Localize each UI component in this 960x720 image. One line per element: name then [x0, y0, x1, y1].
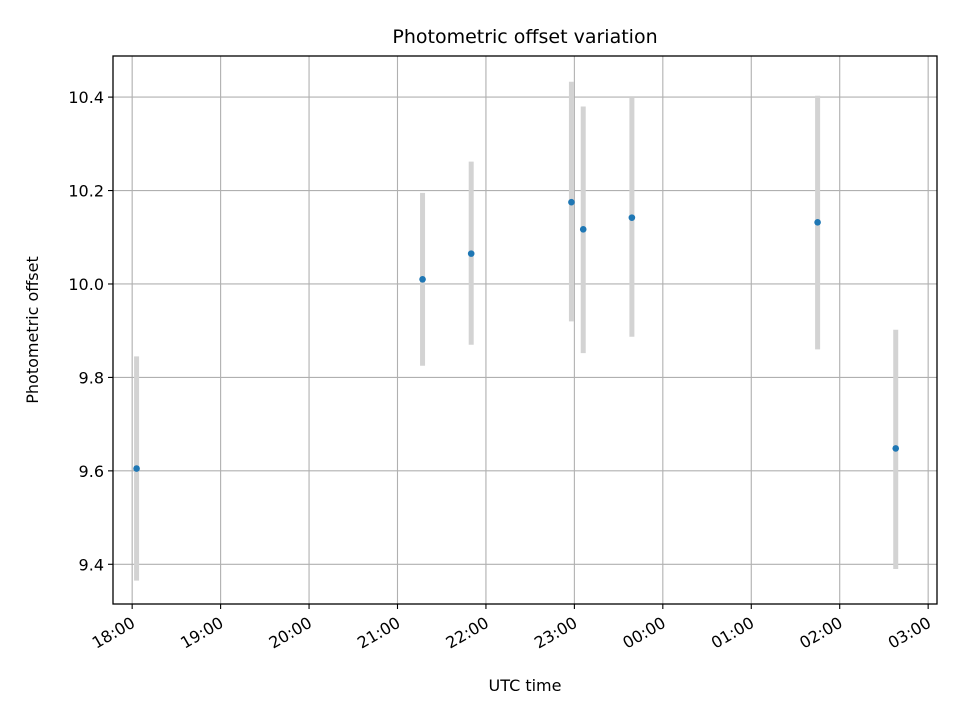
x-axis-title: UTC time [489, 676, 562, 695]
data-point [628, 214, 636, 221]
y-tick-label: 9.8 [79, 368, 104, 387]
x-tick-label: 18:00 [89, 613, 138, 653]
x-tick-label: 23:00 [531, 613, 580, 653]
chart-title: Photometric offset variation [392, 26, 657, 48]
y-tick-label: 10.0 [68, 275, 104, 294]
x-tick-label: 22:00 [443, 613, 492, 653]
x-tick-label: 19:00 [177, 613, 226, 653]
data-point [579, 226, 587, 233]
y-axis-title: Photometric offset [23, 256, 42, 404]
data-point [814, 219, 821, 226]
y-tick-label: 10.4 [68, 88, 104, 107]
error-bars [134, 81, 899, 581]
data-point [133, 465, 140, 472]
y-tick-label: 9.4 [79, 555, 104, 574]
x-tick-label: 03:00 [885, 613, 934, 653]
x-tick-label: 21:00 [354, 613, 403, 653]
y-axis-ticks: 9.4 9.6 9.8 10.0 10.2 10.4 [68, 88, 113, 574]
x-axis-ticks: 18:00 19:00 20:00 21:00 22:00 23:00 00:00 01:00… [89, 604, 934, 653]
y-tick-label: 9.6 [79, 462, 104, 481]
plot-frame [112, 55, 938, 605]
y-tick-label: 10.2 [68, 182, 104, 201]
x-tick-label: 02:00 [796, 613, 845, 653]
data-point [892, 445, 900, 452]
data-points [133, 198, 900, 472]
x-tick-label: 20:00 [266, 613, 315, 653]
grid-lines [113, 56, 937, 604]
x-tick-label: 00:00 [619, 613, 668, 653]
x-tick-label: 01:00 [708, 613, 757, 653]
data-point [568, 198, 575, 206]
data-point [467, 250, 475, 257]
data-point [419, 276, 426, 283]
